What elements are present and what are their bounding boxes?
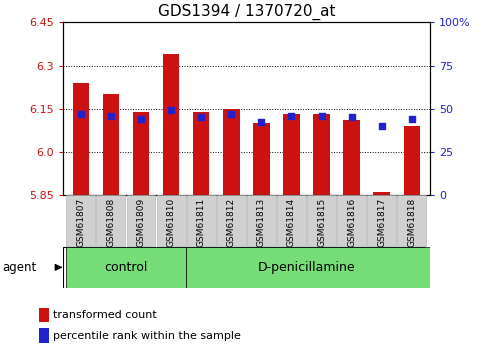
- Text: agent: agent: [2, 261, 37, 274]
- FancyBboxPatch shape: [66, 247, 186, 288]
- Bar: [103, 94, 119, 195]
- Text: GSM61812: GSM61812: [227, 197, 236, 247]
- Bar: [193, 111, 210, 195]
- FancyBboxPatch shape: [337, 195, 366, 246]
- Bar: [373, 192, 390, 195]
- FancyBboxPatch shape: [127, 195, 156, 246]
- Bar: [72, 83, 89, 195]
- FancyBboxPatch shape: [156, 195, 185, 246]
- Point: [107, 113, 115, 118]
- Point: [167, 108, 175, 113]
- Point: [287, 113, 295, 118]
- Text: GSM61816: GSM61816: [347, 197, 356, 247]
- Text: transformed count: transformed count: [53, 310, 157, 320]
- FancyBboxPatch shape: [247, 195, 276, 246]
- Text: D-penicillamine: D-penicillamine: [258, 261, 355, 274]
- Text: GSM61814: GSM61814: [287, 197, 296, 247]
- Bar: [39, 308, 49, 322]
- Point: [378, 123, 385, 129]
- Text: control: control: [104, 261, 148, 274]
- Bar: [253, 123, 270, 195]
- FancyBboxPatch shape: [277, 195, 306, 246]
- Text: GSM61815: GSM61815: [317, 197, 326, 247]
- Bar: [133, 111, 149, 195]
- Bar: [163, 54, 179, 195]
- Bar: [39, 328, 49, 343]
- Text: GSM61811: GSM61811: [197, 197, 206, 247]
- Bar: [343, 120, 360, 195]
- Bar: [403, 126, 420, 195]
- Text: GSM61810: GSM61810: [167, 197, 176, 247]
- Point: [408, 116, 416, 122]
- Point: [77, 111, 85, 117]
- Text: percentile rank within the sample: percentile rank within the sample: [53, 331, 241, 341]
- Point: [137, 116, 145, 122]
- Bar: [223, 109, 240, 195]
- Point: [198, 115, 205, 120]
- Bar: [283, 115, 300, 195]
- FancyBboxPatch shape: [367, 195, 396, 246]
- Point: [348, 115, 355, 120]
- Point: [257, 120, 265, 125]
- Title: GDS1394 / 1370720_at: GDS1394 / 1370720_at: [157, 3, 335, 20]
- FancyBboxPatch shape: [398, 195, 426, 246]
- Text: GSM61818: GSM61818: [407, 197, 416, 247]
- Text: GSM61807: GSM61807: [76, 197, 85, 247]
- Point: [227, 111, 235, 117]
- FancyBboxPatch shape: [66, 195, 95, 246]
- Point: [318, 113, 326, 118]
- Bar: [313, 115, 330, 195]
- Text: GSM61817: GSM61817: [377, 197, 386, 247]
- Text: GSM61808: GSM61808: [106, 197, 115, 247]
- FancyBboxPatch shape: [217, 195, 246, 246]
- FancyBboxPatch shape: [187, 195, 215, 246]
- FancyBboxPatch shape: [97, 195, 126, 246]
- Text: GSM61809: GSM61809: [137, 197, 145, 247]
- FancyBboxPatch shape: [307, 195, 336, 246]
- Text: GSM61813: GSM61813: [257, 197, 266, 247]
- FancyBboxPatch shape: [63, 247, 424, 288]
- FancyBboxPatch shape: [186, 247, 430, 288]
